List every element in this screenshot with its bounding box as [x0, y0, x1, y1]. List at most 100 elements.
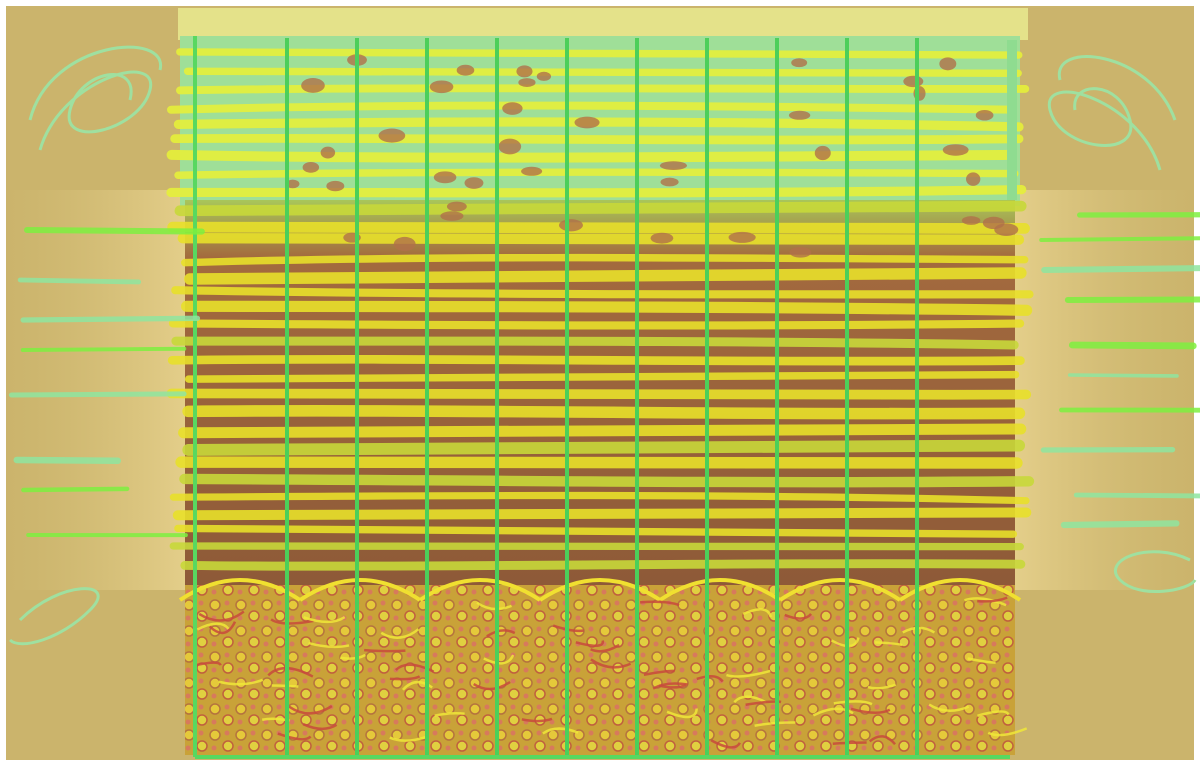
squiggle: [486, 629, 516, 638]
swirl: [1057, 55, 1177, 121]
yellow-stripe: [184, 370, 1020, 383]
arc: [658, 578, 782, 602]
yellow-stripe: [166, 185, 1027, 198]
squiggle: [967, 657, 996, 664]
brown-spot: [521, 166, 543, 176]
yellow-stripe: [184, 267, 1027, 285]
green-stroke: [20, 315, 201, 323]
squiggle: [590, 658, 632, 669]
squiggle: [542, 727, 579, 735]
squiggle: [833, 700, 873, 706]
yellow-stripe: [166, 387, 1032, 400]
brown-spot: [814, 145, 831, 161]
squiggle: [902, 626, 936, 634]
squiggle: [830, 637, 860, 648]
yellow-stripe: [169, 542, 1024, 552]
yellow-stripe: [174, 168, 1019, 179]
squiggle: [389, 675, 421, 681]
green-stroke: [1041, 265, 1200, 274]
squiggle: [521, 717, 553, 723]
brown-spot: [966, 172, 981, 186]
swirl: [1113, 550, 1197, 594]
green-stroke: [8, 391, 187, 398]
squiggle: [302, 723, 338, 731]
yellow-stripe: [176, 84, 1030, 95]
yellow-stripe: [167, 354, 1025, 366]
green-stroke: [1060, 520, 1180, 529]
squiggle: [288, 705, 333, 715]
squiggle: [434, 712, 465, 717]
brown-spot: [446, 201, 467, 212]
brown-spot: [660, 177, 679, 187]
squiggle: [977, 710, 1010, 718]
brown-spot: [994, 223, 1019, 236]
brown-spot: [939, 57, 957, 71]
green-stroke: [21, 486, 130, 493]
squiggle: [194, 661, 222, 667]
squiggle: [380, 628, 420, 639]
squiggle: [812, 707, 854, 717]
squiggle: [208, 621, 237, 635]
yellow-stripe: [182, 439, 1026, 456]
squiggle: [754, 721, 796, 728]
brown-spot: [285, 179, 300, 189]
brown-spot: [456, 64, 475, 76]
brown-spot: [440, 211, 464, 221]
brown-spot: [975, 109, 994, 121]
green-stroke: [20, 346, 187, 352]
swirl: [1047, 87, 1162, 171]
brown-spot: [378, 128, 406, 143]
squiggle: [987, 727, 1028, 737]
brown-spot: [301, 78, 325, 93]
squiggle: [590, 643, 620, 653]
yellow-stripe: [166, 149, 1017, 163]
green-stroke: [1039, 236, 1200, 242]
green-stroke: [17, 277, 142, 285]
yellow-stripe: [183, 67, 1022, 78]
brown-spot: [559, 219, 583, 232]
squiggle: [218, 678, 264, 686]
vertical-lines: [193, 36, 1017, 759]
side-strokes: [8, 212, 1200, 538]
brown-spot: [536, 71, 552, 81]
squiggle: [733, 695, 767, 704]
green-stroke: [1073, 492, 1200, 499]
bottom-swirls: [178, 578, 1028, 749]
brown-spot: [498, 138, 522, 155]
squiggle: [652, 682, 688, 690]
yellow-stripe: [169, 491, 1030, 505]
yellow-stripe: [167, 101, 1016, 114]
brown-spot: [429, 80, 454, 94]
brown-spot: [942, 144, 969, 156]
green-stroke: [13, 456, 122, 465]
squiggle: [575, 640, 605, 647]
squiggle: [303, 615, 346, 624]
squiggle: [977, 596, 1008, 603]
brown-spot: [502, 102, 523, 115]
brown-spot: [659, 161, 687, 170]
squiggle: [483, 654, 515, 665]
brown-spot: [393, 236, 416, 252]
bottom-panel: [185, 585, 1015, 755]
yellow-stripe: [180, 559, 1026, 571]
squiggle: [277, 732, 312, 741]
squiggle: [964, 597, 1007, 607]
squiggle: [394, 663, 435, 673]
brown-spot: [650, 232, 674, 244]
arc: [418, 578, 542, 602]
brown-spot: [302, 161, 320, 173]
squiggle: [198, 610, 245, 622]
brown-spot: [791, 58, 808, 68]
brown-spot: [326, 180, 345, 192]
brown-spot: [464, 177, 484, 189]
yellow-stripe: [168, 319, 1025, 330]
squiggle: [364, 648, 406, 653]
squiggle: [832, 741, 867, 745]
green-stroke: [1064, 296, 1200, 303]
green-stroke: [1067, 373, 1179, 378]
squiggle: [868, 735, 896, 746]
yellow-stripe: [172, 507, 1032, 521]
yellow-stripe: [181, 300, 1033, 316]
brown-spot: [433, 171, 457, 184]
